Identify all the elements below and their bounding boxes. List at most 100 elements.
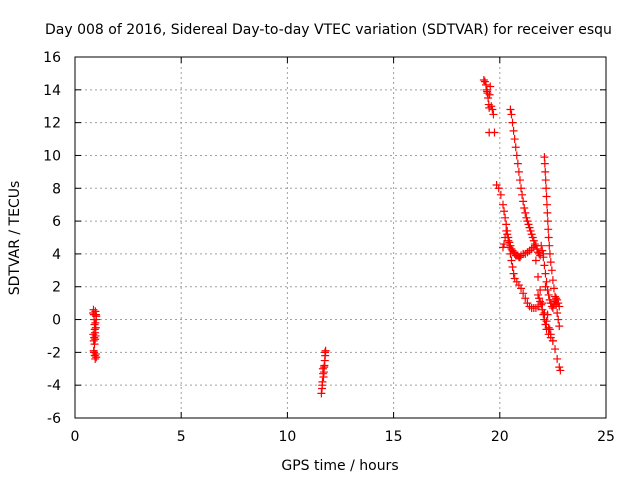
data-point: [92, 353, 101, 362]
data-point: [513, 159, 522, 168]
data-point: [506, 249, 515, 258]
data-point: [537, 241, 546, 250]
axis-ticks: [74, 56, 607, 419]
series-segment-3: [479, 75, 499, 137]
data-point: [487, 102, 496, 111]
data-point: [545, 295, 554, 304]
data-point: [549, 284, 558, 293]
data-point: [539, 310, 548, 319]
data-point: [544, 225, 553, 234]
y-tick-label: 4: [52, 247, 61, 263]
data-point: [521, 208, 530, 217]
data-point: [555, 322, 564, 331]
data-point: [321, 346, 330, 355]
data-point: [525, 223, 534, 232]
data-point: [89, 346, 98, 355]
data-point: [518, 190, 527, 199]
data-point: [318, 381, 327, 390]
data-point: [510, 135, 519, 144]
x-tick-label: 15: [385, 429, 403, 445]
data-point: [554, 315, 563, 324]
data-point: [553, 354, 562, 363]
data-point: [509, 269, 518, 278]
series-segment-8: [540, 153, 564, 331]
data-point: [505, 243, 514, 252]
data-point: [507, 110, 516, 119]
data-point: [528, 233, 537, 242]
data-point: [542, 277, 551, 286]
data-point: [480, 77, 489, 86]
y-tick-label: 6: [52, 214, 61, 230]
data-point: [551, 345, 560, 354]
data-points: [89, 75, 565, 398]
data-point: [534, 290, 543, 299]
y-tick-label: 10: [43, 148, 61, 164]
data-point: [536, 286, 545, 295]
data-point: [542, 184, 551, 193]
data-point: [541, 269, 550, 278]
y-tick-label: 0: [52, 313, 61, 329]
data-point: [494, 184, 503, 193]
data-point: [508, 118, 517, 127]
data-point: [526, 226, 535, 235]
data-point: [545, 249, 554, 258]
data-point: [512, 151, 521, 160]
series-segment-6: [506, 105, 545, 260]
data-point: [507, 256, 516, 265]
data-point: [320, 348, 329, 357]
data-point: [538, 305, 547, 314]
data-point: [529, 236, 538, 245]
data-point: [517, 184, 526, 193]
data-point: [488, 105, 497, 114]
data-point: [548, 276, 557, 285]
data-point: [541, 320, 550, 329]
y-tick-label: -2: [47, 345, 61, 361]
data-point: [540, 315, 549, 324]
data-point: [483, 87, 492, 96]
data-point: [546, 258, 555, 267]
y-tick-label: -6: [47, 411, 61, 427]
data-point: [531, 256, 540, 265]
data-point: [544, 233, 553, 242]
data-point: [541, 176, 550, 185]
data-point: [519, 197, 528, 206]
data-point: [542, 325, 551, 334]
data-point: [517, 284, 526, 293]
data-point: [481, 80, 490, 89]
plot-frame: [74, 56, 607, 419]
data-point: [537, 300, 546, 309]
data-point: [511, 143, 520, 152]
data-point: [519, 289, 528, 298]
data-point: [319, 369, 328, 378]
data-point: [506, 241, 515, 250]
data-point: [541, 167, 550, 176]
data-point: [504, 236, 513, 245]
data-point: [542, 192, 551, 201]
data-point: [524, 220, 533, 229]
chart-title: Day 008 of 2016, Sidereal Day-to-day VTE…: [45, 22, 612, 38]
data-point: [502, 226, 511, 235]
data-point: [496, 190, 505, 199]
data-point: [91, 318, 100, 327]
x-tick-label: 5: [177, 429, 186, 445]
data-point: [486, 82, 495, 91]
y-tick-label: 14: [43, 83, 61, 99]
data-point: [535, 294, 544, 303]
data-point: [508, 263, 517, 272]
data-point: [545, 241, 554, 250]
data-point: [514, 167, 523, 176]
y-tick-label: 12: [43, 116, 61, 132]
data-point: [552, 300, 561, 309]
data-point: [500, 240, 509, 249]
data-point: [515, 176, 524, 185]
data-point: [501, 213, 510, 222]
grid-lines: [75, 57, 606, 418]
data-point: [530, 240, 539, 249]
series-segment-1: [89, 305, 101, 363]
data-point: [90, 325, 99, 334]
y-tick-label: 2: [52, 280, 61, 296]
x-tick-labels: 0 5 10 15 20 25: [71, 429, 615, 445]
data-point: [556, 366, 565, 375]
data-point: [506, 105, 515, 114]
x-tick-label: 10: [278, 429, 296, 445]
